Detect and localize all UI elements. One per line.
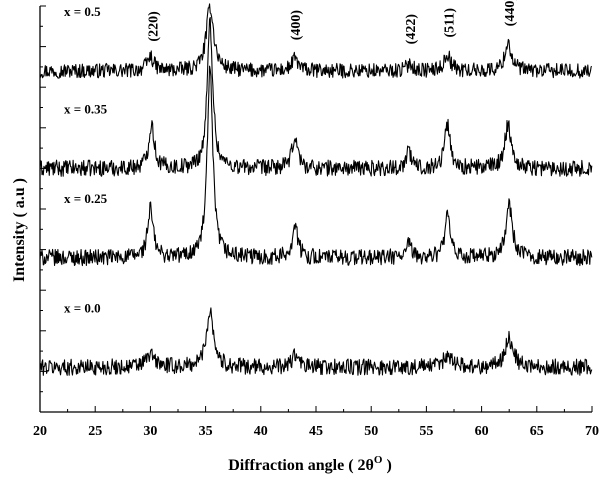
x-tick-label: 30 [143,424,157,439]
x-tick-label: 20 [33,424,47,439]
x-tick-label: 45 [309,424,323,439]
x-tick-label: 65 [530,424,544,439]
x-ticks: 20 25 30 35 40 45 50 55 60 65 70 [33,406,599,439]
peak-label-5: (440) [503,0,518,26]
y-axis-title: Intensity ( a.u ) [11,178,28,282]
series-label-3: x = 0.0 [64,301,101,316]
series-line-3 [39,307,593,376]
series-line-0 [39,3,593,79]
peak-label-0: (220) [147,11,162,42]
series-label-1: x = 0.35 [64,102,108,117]
x-tick-label: 55 [419,424,433,439]
series-layer [39,3,593,376]
peak-label-3: (422) [404,14,419,45]
series-line-2 [39,65,593,267]
x-axis-title: Diffraction angle ( 2θO ) [228,454,392,474]
series-label-2: x = 0.25 [64,191,108,206]
peak-label-2: (400) [289,10,304,41]
series-label-0: x = 0.5 [64,4,101,19]
x-tick-label: 25 [88,424,102,439]
x-tick-label: 70 [585,424,599,439]
y-ticks [40,5,46,393]
x-tick-label: 40 [254,424,268,439]
x-tick-label: 50 [364,424,378,439]
series-label-layer: x = 0.5 x = 0.35 x = 0.25 x = 0.0 [64,4,108,315]
peak-label-layer: (220)(311)(400)(422)(511)(440) [147,0,519,44]
peak-label-4: (511) [442,8,457,38]
series-line-1 [39,16,593,177]
x-tick-label: 35 [199,424,213,439]
x-axis-title-sup: O [374,454,383,466]
x-tick-label: 60 [475,424,489,439]
